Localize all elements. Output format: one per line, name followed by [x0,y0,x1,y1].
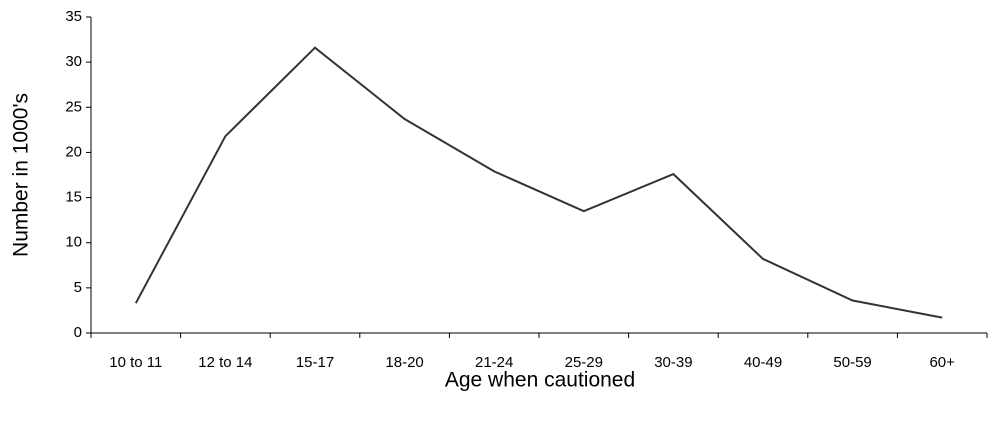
x-axis-title: Age when cautioned [445,369,635,392]
x-tick-label: 15-17 [296,354,334,371]
x-tick-label: 25-29 [565,354,603,371]
y-tick-label: 30 [65,53,82,70]
y-tick-label: 15 [65,189,82,206]
y-tick-label: 20 [65,143,82,160]
x-tick-label: 30-39 [654,354,692,371]
x-tick-label: 40-49 [744,354,782,371]
x-tick-label: 18-20 [385,354,423,371]
x-tick-label: 12 to 14 [198,354,252,371]
y-tick-label: 35 [65,8,82,25]
y-tick-label: 0 [74,324,82,341]
y-tick-label: 25 [65,98,82,115]
y-tick-label: 5 [74,279,82,296]
x-tick-label: 60+ [929,354,955,371]
x-tick-label: 21-24 [475,354,513,371]
series-line [134,46,943,319]
y-axis-title: Number in 1000's [10,93,33,257]
y-tick-label: 10 [65,234,82,251]
x-tick-label: 50-59 [833,354,871,371]
x-tick-label: 10 to 11 [109,354,162,371]
